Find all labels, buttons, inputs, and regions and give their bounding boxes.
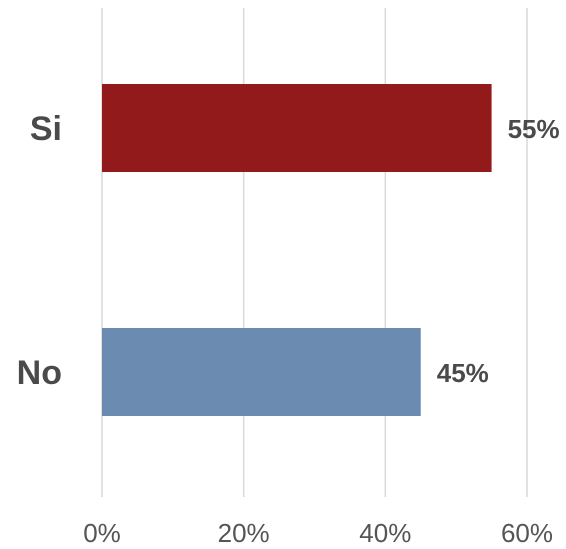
labels: Si 55% No 45% <box>17 110 560 392</box>
gridlines <box>101 8 528 497</box>
data-label-si: 55% <box>508 114 560 144</box>
x-tick-label-60: 60% <box>501 518 553 548</box>
bars <box>102 84 492 416</box>
x-tick-label-0: 0% <box>83 518 121 548</box>
bar-si <box>102 84 492 172</box>
x-tick-label-40: 40% <box>359 518 411 548</box>
x-tick-label-20: 20% <box>218 518 270 548</box>
category-label-si: Si <box>30 110 62 148</box>
category-label-no: No <box>17 354 62 392</box>
x-axis-ticks: 0% 20% 40% 60% <box>83 518 553 548</box>
bar-no <box>102 328 421 416</box>
data-label-no: 45% <box>437 358 489 388</box>
